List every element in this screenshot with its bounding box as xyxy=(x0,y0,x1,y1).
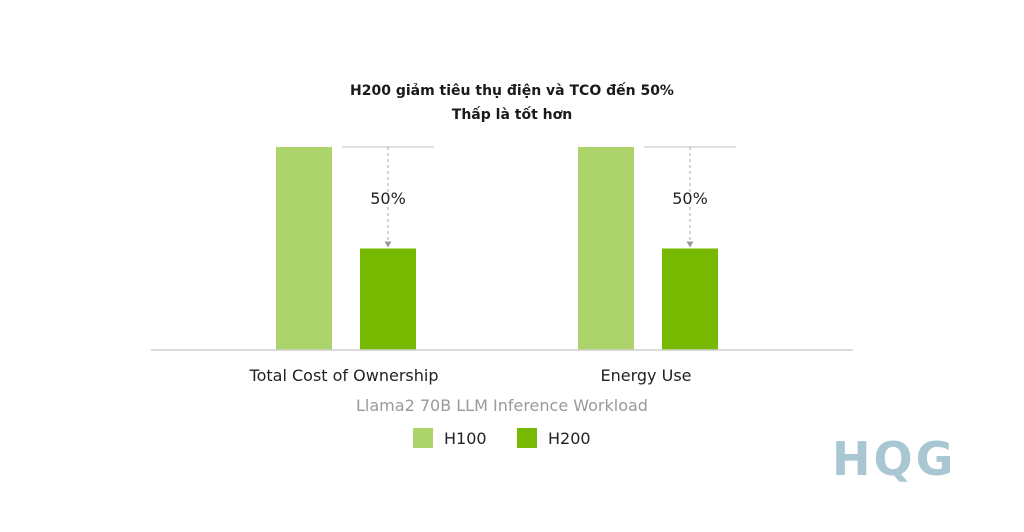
legend-label-h100: H100 xyxy=(444,429,487,448)
reduction-arrow-head-1 xyxy=(686,241,694,248)
reduction-label-1: 50% xyxy=(672,189,708,208)
reduction-label-0: 50% xyxy=(370,189,406,208)
bar-h200-0 xyxy=(360,248,416,350)
bar-h100-0 xyxy=(276,147,332,350)
reduction-arrow-head-0 xyxy=(384,241,392,248)
legend: H100 H200 xyxy=(413,428,591,448)
legend-label-h200: H200 xyxy=(548,429,591,448)
chart-title: H200 giảm tiêu thụ điện và TCO đến 50% xyxy=(350,82,674,99)
x-axis-label: Llama2 70B LLM Inference Workload xyxy=(356,396,648,415)
bar-h200-1 xyxy=(662,248,718,350)
category-label-1: Energy Use xyxy=(601,366,692,385)
chart-subtitle: Thấp là tốt hơn xyxy=(452,106,572,123)
watermark-logo: HQG xyxy=(832,432,957,486)
legend-swatch-h100 xyxy=(413,428,433,448)
bars-layer: 50% Total Cost of Ownership 50% Energy Use xyxy=(249,146,736,385)
legend-swatch-h200 xyxy=(517,428,537,448)
bar-h100-1 xyxy=(578,147,634,350)
category-label-0: Total Cost of Ownership xyxy=(249,366,439,385)
